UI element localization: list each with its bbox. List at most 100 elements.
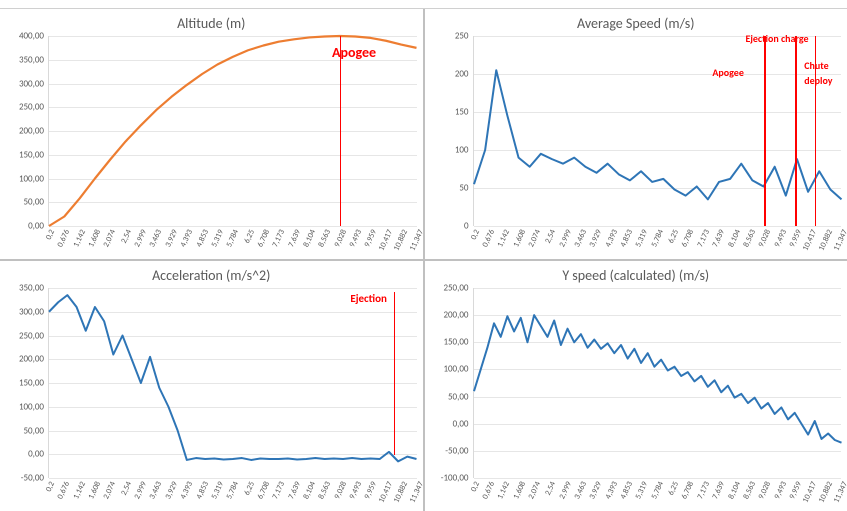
x-tick: 9,028 — [757, 480, 774, 501]
x-tick: 1,608 — [86, 480, 103, 501]
y-tick: 250,00 — [19, 102, 44, 113]
y-tick: -50,00 — [21, 473, 44, 484]
y-tick: 150,00 — [19, 378, 44, 389]
series-line — [49, 288, 417, 478]
plot: Ejection — [48, 288, 417, 478]
x-tick: 1,608 — [511, 228, 528, 249]
x-tick: 3,929 — [588, 480, 605, 501]
chart-average-speed: Average Speed (m/s)050100150200250Apogee… — [425, 9, 847, 259]
x-tick: 0,2 — [468, 228, 481, 241]
x-tick: 5,784 — [649, 228, 666, 249]
x-tick: 8,104 — [726, 228, 743, 249]
x-tick: 6,708 — [680, 480, 697, 501]
y-tick: 100,00 — [19, 173, 44, 184]
y-tick: 0,00 — [28, 449, 44, 460]
y-axis: 050100150200250 — [431, 36, 473, 226]
x-tick: 0,676 — [56, 228, 73, 249]
x-tick: 2,999 — [557, 228, 574, 249]
annotation-text: Ejection — [350, 292, 387, 305]
x-tick: 7,639 — [286, 228, 303, 249]
x-tick: 5,319 — [209, 480, 226, 501]
y-tick: 350,00 — [19, 283, 44, 294]
y-tick: 0,00 — [453, 418, 469, 429]
x-axis: 0,20,6761,1421,6082,0742,542,9993,4633,9… — [48, 226, 417, 254]
plot — [473, 288, 842, 478]
y-axis: -50,000,0050,00100,00150,00200,00250,003… — [6, 288, 48, 478]
x-tick: 3,463 — [572, 228, 589, 249]
annotation-text: Chute — [804, 59, 828, 72]
y-tick: 50,00 — [24, 197, 45, 208]
y-tick: 100 — [455, 145, 469, 156]
x-tick: 4,853 — [194, 480, 211, 501]
x-tick: 5,784 — [225, 480, 242, 501]
x-tick: 7,639 — [286, 480, 303, 501]
y-tick: 100,00 — [19, 401, 44, 412]
x-tick: 5,784 — [225, 228, 242, 249]
chart-y-speed: Y speed (calculated) (m/s)-100,00-50,000… — [425, 261, 847, 511]
series-line — [474, 36, 842, 226]
x-tick: 8,104 — [301, 480, 318, 501]
x-tick: 2,074 — [526, 480, 543, 501]
x-tick: 8,563 — [741, 480, 758, 501]
plot-wrap: 0,0050,00100,00150,00200,00250,00300,003… — [6, 36, 417, 254]
y-tick: -100,00 — [441, 473, 469, 484]
x-tick: 5,319 — [209, 228, 226, 249]
series-line — [474, 288, 842, 478]
y-tick: 200,00 — [19, 354, 44, 365]
plot-wrap: 050100150200250ApogeeEjection chargeChut… — [431, 36, 842, 254]
x-tick: 6,708 — [680, 228, 697, 249]
x-tick: 1,142 — [496, 480, 513, 501]
x-tick: 4,853 — [618, 228, 635, 249]
annotation-vline — [394, 292, 396, 455]
x-tick: 9,493 — [772, 480, 789, 501]
x-tick: 7,173 — [271, 228, 288, 249]
chart-acceleration: Acceleration (m/s^2)-50,000,0050,00100,0… — [0, 261, 423, 511]
x-tick: 1,142 — [71, 480, 88, 501]
x-tick: 1,608 — [511, 480, 528, 501]
y-tick: 200,00 — [443, 310, 468, 321]
x-tick: 5,319 — [634, 480, 651, 501]
annotation-vline — [764, 36, 766, 226]
x-tick: 0,2 — [44, 228, 57, 241]
x-tick: 8,563 — [317, 228, 334, 249]
annotation-vline — [795, 36, 797, 226]
y-tick: 300,00 — [19, 78, 44, 89]
x-tick: 1,608 — [86, 228, 103, 249]
annotation-text: Apogee — [332, 44, 376, 61]
x-tick: 9,493 — [347, 480, 364, 501]
x-tick: 5,319 — [634, 228, 651, 249]
y-tick: 350,00 — [19, 54, 44, 65]
chart-title: Y speed (calculated) (m/s) — [431, 267, 842, 284]
x-tick: 4,393 — [603, 228, 620, 249]
x-tick: 0,676 — [56, 480, 73, 501]
x-tick: 3,929 — [588, 228, 605, 249]
x-tick: 9,028 — [757, 228, 774, 249]
x-tick: 7,173 — [271, 480, 288, 501]
x-tick: 1,142 — [496, 228, 513, 249]
y-tick: 300,00 — [19, 306, 44, 317]
x-tick: 7,639 — [710, 480, 727, 501]
x-tick: 2,074 — [102, 480, 119, 501]
annotation-vline — [340, 36, 342, 226]
y-tick: 150 — [455, 107, 469, 118]
x-tick: 4,853 — [618, 480, 635, 501]
plot: ApogeeEjection chargeChutedeploy — [473, 36, 842, 226]
y-tick: 150,00 — [19, 149, 44, 160]
y-tick: 200,00 — [19, 126, 44, 137]
x-tick: 2,999 — [557, 480, 574, 501]
x-axis: 0,20,6761,1421,6082,0742,542,9993,4633,9… — [473, 226, 842, 254]
x-tick: 0,676 — [480, 228, 497, 249]
x-tick: 3,463 — [148, 228, 165, 249]
y-tick: 250 — [455, 31, 469, 42]
x-tick: 4,393 — [603, 480, 620, 501]
x-tick: 2,54 — [119, 480, 134, 497]
plot: Apogee — [48, 36, 417, 226]
chart-title: Average Speed (m/s) — [431, 15, 842, 32]
spreadsheet-column-header — [0, 0, 847, 9]
x-tick: 1,142 — [71, 228, 88, 249]
x-tick: 8,563 — [741, 228, 758, 249]
x-tick: 0,676 — [480, 480, 497, 501]
x-tick: 9,028 — [332, 480, 349, 501]
y-axis: 0,0050,00100,00150,00200,00250,00300,003… — [6, 36, 48, 226]
series-line — [49, 36, 417, 226]
